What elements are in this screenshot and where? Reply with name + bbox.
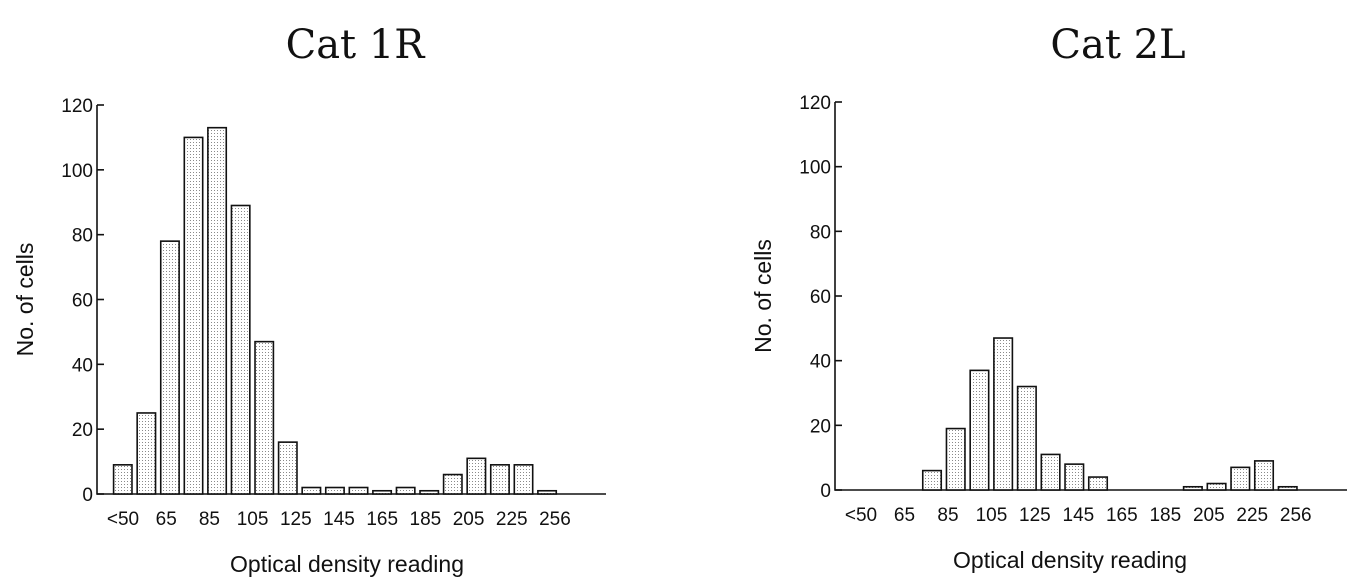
x-tick-label: 105 [237,509,269,530]
x-tick-label: 185 [410,509,442,530]
histogram-bar [114,465,132,494]
y-tick-label: 120 [61,96,93,117]
chart-title: Cat 1R [286,22,427,68]
histogram-bar [491,465,509,494]
x-tick-label: 65 [894,505,915,526]
axis-lines [835,102,1347,490]
histogram-cat-1r: Cat 1R 0 20 40 60 80 100 120 No. of cells <50 65 85… [0,0,640,577]
histogram-bar [1089,477,1107,490]
x-tick-label: 225 [1236,505,1268,526]
histogram-bar [1041,454,1059,490]
histogram-bar [279,442,297,494]
x-tick-label: 125 [280,509,312,530]
histogram-bar [137,413,155,494]
histogram-bar [396,488,414,494]
y-tick-label: 120 [799,93,831,114]
histogram-bar [420,491,438,494]
x-tick-label: 145 [323,509,355,530]
histogram-bar [326,488,344,494]
histogram-bar [1278,487,1296,490]
x-axis-label: Optical density reading [953,547,1187,573]
y-tick-label: 40 [810,352,831,373]
x-tick-label: 85 [937,505,958,526]
histogram-bar [994,338,1012,490]
x-tick-label: 205 [453,509,485,530]
y-tick-label: 60 [72,291,93,312]
histogram-bar [208,128,226,494]
histogram-bar [349,488,367,494]
y-tick-label: 0 [82,485,93,506]
histogram-bar [538,491,556,494]
y-tick-label: 80 [810,222,831,243]
histogram-bar [1231,467,1249,490]
histogram-bar [231,205,249,494]
x-tick-label: <50 [107,509,139,530]
y-tick-label: 0 [820,481,831,502]
y-tick-label: 20 [810,416,831,437]
histogram-bar [923,471,941,490]
y-axis-label: No. of cells [12,243,38,357]
histogram-bar [161,241,179,494]
histogram-bar [184,137,202,494]
x-tick-label: 145 [1063,505,1095,526]
y-tick-label: 100 [799,158,831,179]
x-tick-label: 256 [1280,505,1312,526]
x-tick-label: 125 [1019,505,1051,526]
histogram-bar [467,458,485,494]
chart-title: Cat 2L [1050,22,1185,68]
histogram-bar [946,429,964,490]
histogram-bar [1184,487,1202,490]
x-axis-label: Optical density reading [230,551,464,577]
y-tick-label: 20 [72,420,93,441]
x-tick-label: 165 [366,509,398,530]
histogram-bar [302,488,320,494]
x-tick-label: 205 [1193,505,1225,526]
x-tick-label: 185 [1149,505,1181,526]
y-tick-label: 80 [72,226,93,247]
histogram-bar [1255,461,1273,490]
y-tick-label: 40 [72,355,93,376]
histogram-bar [970,370,988,490]
histogram-bar [255,342,273,494]
histogram-bar [444,475,462,494]
x-tick-label: <50 [845,505,877,526]
histogram-bar [1018,387,1036,490]
histogram-bar [1065,464,1083,490]
histogram-bar [514,465,532,494]
x-tick-label: 256 [539,509,571,530]
x-tick-label: 65 [156,509,177,530]
y-axis-label: No. of cells [750,239,776,353]
histogram-bar [1207,484,1225,490]
x-tick-label: 105 [976,505,1008,526]
y-tick-label: 60 [810,287,831,308]
x-tick-label: 225 [496,509,528,530]
x-tick-label: 85 [199,509,220,530]
histogram-bar [373,491,391,494]
x-tick-label: 165 [1106,505,1138,526]
y-tick-label: 100 [61,161,93,182]
histogram-cat-2l: Cat 2L 0 20 40 60 80 100 120 No. of cells <50 65 85… [735,0,1354,577]
